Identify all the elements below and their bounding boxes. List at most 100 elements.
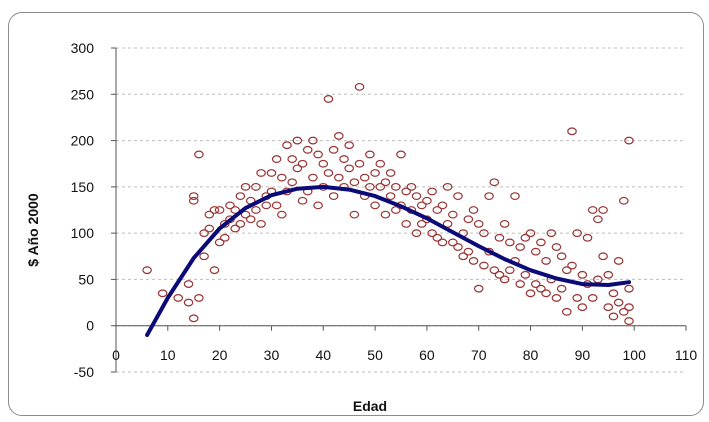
scatter-point — [339, 155, 349, 163]
scatter-point — [240, 210, 251, 219]
scatter-point — [536, 238, 546, 247]
scatter-point — [251, 182, 261, 191]
scatter-point — [334, 132, 344, 140]
scatter-point — [292, 136, 303, 145]
x-tick-label: 10 — [160, 347, 176, 363]
scatter-point — [624, 136, 634, 145]
scatter-point — [468, 206, 479, 214]
scatter-point — [411, 229, 422, 238]
scatter-point — [556, 252, 567, 261]
scatter-point — [214, 206, 225, 214]
scatter-point — [277, 173, 287, 182]
scatter-point — [266, 169, 277, 177]
scatter-point — [401, 187, 411, 196]
y-tick-label: 50 — [78, 271, 94, 287]
scatter-point — [453, 192, 463, 201]
scatter-point — [479, 229, 489, 238]
scatter-point — [448, 238, 458, 247]
scatter-point — [577, 270, 588, 279]
scatter-point — [422, 196, 432, 205]
scatter-point — [572, 294, 582, 302]
scatter-point — [499, 219, 510, 228]
scatter-point — [204, 210, 215, 219]
scatter-point — [515, 280, 525, 288]
scatter-point — [624, 284, 634, 293]
scatter-point — [277, 210, 287, 219]
scatter-point — [240, 182, 251, 191]
scatter-point — [308, 136, 318, 145]
scatter-point — [245, 215, 256, 224]
scatter-point — [453, 243, 463, 251]
scatter-point — [582, 233, 593, 242]
x-tick-label: 40 — [315, 347, 331, 363]
scatter-point — [225, 201, 235, 210]
scatter-point — [551, 294, 562, 302]
scatter-point — [608, 289, 619, 298]
scatter-point — [442, 182, 453, 191]
scatter-point — [624, 303, 634, 312]
scatter-point — [515, 243, 525, 251]
x-tick-label: 90 — [575, 347, 591, 363]
y-tick-label: 0 — [86, 318, 94, 334]
scatter-point — [318, 159, 329, 168]
scatter-point — [613, 257, 624, 265]
scatter-point — [214, 238, 225, 247]
chart-frame — [8, 12, 704, 416]
scatter-point — [173, 294, 183, 302]
scatter-point — [473, 219, 484, 228]
y-tick-label: 300 — [71, 40, 95, 56]
y-tick-label: 250 — [71, 86, 95, 102]
scatter-point — [380, 178, 391, 187]
scatter-point — [313, 201, 323, 210]
scatter-point — [473, 284, 484, 293]
scatter-points — [142, 82, 634, 325]
y-tick-label: 200 — [71, 133, 95, 149]
scatter-point — [235, 219, 246, 228]
scatter-point — [562, 266, 572, 275]
scatter-point — [396, 150, 406, 159]
scatter-point — [209, 206, 220, 214]
scatter-point — [328, 192, 339, 201]
scatter-point — [349, 210, 360, 219]
scatter-point — [541, 289, 551, 298]
scatter-point — [375, 159, 386, 168]
scatter-point — [505, 266, 515, 275]
x-tick-label: 60 — [419, 347, 435, 363]
scatter-point — [220, 219, 230, 228]
scatter-point — [230, 224, 240, 233]
scatter-point — [416, 201, 427, 210]
scatter-point — [297, 159, 308, 168]
scatter-point — [577, 303, 588, 312]
scatter-point — [235, 192, 246, 201]
y-tick-label: 150 — [71, 179, 95, 195]
x-tick-label: 30 — [264, 347, 280, 363]
scatter-point — [391, 182, 401, 191]
scatter-point — [188, 196, 199, 205]
scatter-point — [183, 280, 194, 288]
scatter-point — [448, 210, 458, 219]
scatter-point — [323, 95, 334, 103]
scatter-point — [157, 289, 168, 298]
scatter-point — [468, 257, 479, 265]
x-tick-label: 70 — [471, 347, 487, 363]
scatter-point — [541, 257, 551, 265]
scatter-point — [598, 206, 608, 214]
scatter-point — [370, 169, 380, 177]
scatter-point — [385, 169, 396, 177]
scatter-point — [587, 206, 598, 214]
x-axis-title: Edad — [353, 398, 387, 414]
x-tick-label: 100 — [623, 347, 647, 363]
scatter-point — [282, 141, 292, 150]
scatter-point — [437, 201, 448, 210]
trend-line-path — [145, 184, 631, 337]
scatter-point — [365, 182, 375, 191]
scatter-point — [411, 192, 422, 201]
scatter-point — [608, 312, 619, 321]
scatter-point — [302, 145, 313, 154]
scatter-point — [546, 229, 557, 238]
scatter-point — [530, 280, 541, 288]
scatter-point — [313, 150, 323, 159]
scatter-point — [256, 219, 266, 228]
x-tick-label: 50 — [367, 347, 383, 363]
scatter-point — [194, 150, 204, 159]
